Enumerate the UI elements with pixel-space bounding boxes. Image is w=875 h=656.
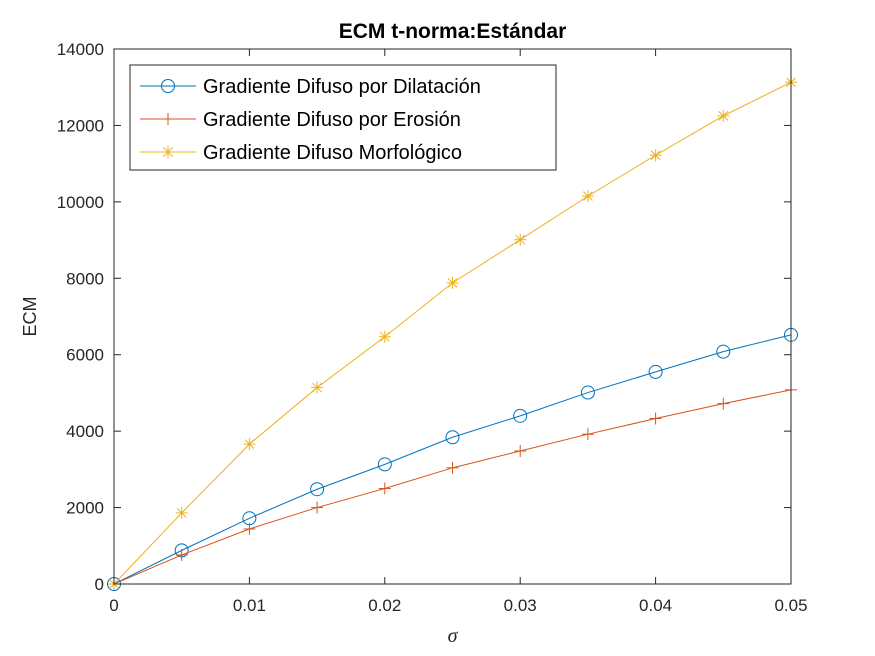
data-point bbox=[310, 482, 325, 497]
legend-marker bbox=[162, 113, 174, 125]
y-tick-label: 8000 bbox=[66, 269, 104, 288]
x-tick-label: 0.03 bbox=[504, 596, 537, 615]
x-tick-label: 0.02 bbox=[368, 596, 401, 615]
data-point bbox=[377, 457, 392, 472]
legend-marker bbox=[162, 146, 174, 158]
data-point bbox=[514, 445, 527, 458]
y-tick-label: 6000 bbox=[66, 346, 104, 365]
legend-label: Gradiente Difuso por Dilatación bbox=[203, 76, 481, 98]
data-point bbox=[580, 385, 595, 400]
x-tick-label: 0.05 bbox=[774, 596, 807, 615]
data-point bbox=[717, 397, 730, 410]
data-point bbox=[649, 149, 662, 162]
legend: Gradiente Difuso por Dilatación Gradiente… bbox=[129, 64, 557, 171]
legend-marker bbox=[161, 79, 175, 93]
data-point bbox=[514, 233, 527, 246]
y-tick-label: 4000 bbox=[66, 422, 104, 441]
legend-entry: Gradiente Difuso por Erosión bbox=[140, 109, 461, 131]
legend-label: Gradiente Difuso Morfológico bbox=[203, 142, 462, 164]
data-point bbox=[717, 109, 730, 122]
series-circle bbox=[107, 327, 798, 591]
data-point bbox=[311, 381, 324, 394]
y-tick-label: 10000 bbox=[57, 193, 104, 212]
legend-entry: Gradiente Difuso Morfológico bbox=[140, 142, 462, 164]
data-point bbox=[445, 430, 460, 445]
data-point bbox=[311, 501, 324, 514]
legend-box bbox=[129, 64, 557, 171]
series-layer bbox=[107, 76, 798, 591]
y-axis-label: ECM bbox=[20, 297, 40, 337]
data-point bbox=[378, 482, 391, 495]
x-tick-label: 0.01 bbox=[233, 596, 266, 615]
data-point bbox=[581, 190, 594, 203]
y-tick-label: 2000 bbox=[66, 499, 104, 518]
data-point bbox=[446, 276, 459, 289]
data-point bbox=[716, 344, 731, 359]
y-tick-label: 12000 bbox=[57, 116, 104, 135]
y-tick-label: 14000 bbox=[57, 40, 104, 59]
x-tick-label: 0 bbox=[109, 596, 118, 615]
plot-frame bbox=[113, 48, 792, 585]
data-point bbox=[175, 506, 188, 519]
chart-title: ECM t-norma:Estándar bbox=[339, 20, 567, 43]
data-point bbox=[581, 428, 594, 441]
data-point bbox=[175, 548, 188, 561]
axes-layer: 0 0.01 0.02 0.03 0.04 0.05 0 2000 4000 6000 8000 10… bbox=[57, 40, 808, 615]
legend-entry: Gradiente Difuso por Dilatación bbox=[140, 76, 481, 98]
data-point bbox=[513, 408, 528, 423]
data-point bbox=[649, 412, 662, 425]
data-point bbox=[378, 330, 391, 343]
y-tick-label: 0 bbox=[95, 575, 104, 594]
x-tick-label: 0.04 bbox=[639, 596, 672, 615]
x-axis-label: σ bbox=[448, 625, 459, 647]
data-point bbox=[648, 364, 663, 379]
data-point bbox=[243, 438, 256, 451]
data-point bbox=[243, 522, 256, 535]
legend-label: Gradiente Difuso por Erosión bbox=[203, 109, 461, 131]
data-point bbox=[446, 461, 459, 474]
series-line bbox=[113, 334, 792, 585]
